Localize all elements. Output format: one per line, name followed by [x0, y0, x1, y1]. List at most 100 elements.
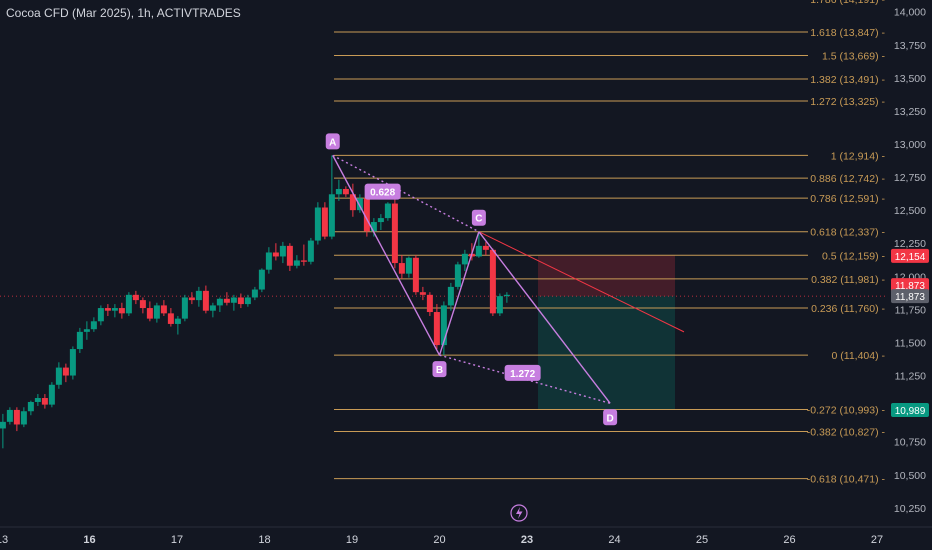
y-tick-label: 11,750 [895, 304, 926, 316]
x-tick-label: 19 [346, 534, 358, 546]
candle-body[interactable] [412, 257, 419, 293]
y-tick-label: 13,750 [894, 40, 926, 52]
candle-body[interactable] [370, 222, 377, 232]
x-tick-label: 16 [83, 534, 95, 546]
candle-body[interactable] [216, 298, 223, 306]
fib-level-label: 0.886 (12,742) - [810, 173, 885, 185]
candle-body[interactable] [503, 294, 510, 297]
candle-body[interactable] [244, 297, 251, 305]
candle-body[interactable] [314, 207, 321, 241]
candle-body[interactable] [356, 198, 363, 211]
candle-body[interactable] [251, 289, 258, 298]
candle-body[interactable] [97, 308, 104, 322]
candle-body[interactable] [62, 367, 69, 376]
candle-body[interactable] [83, 329, 90, 332]
candle-body[interactable] [55, 367, 62, 385]
fib-level-label: 1.272 (13,325) - [810, 96, 885, 108]
candle-body[interactable] [419, 292, 426, 295]
fib-level-label: 1.5 (13,669) - [822, 50, 886, 62]
candle-body[interactable] [20, 411, 27, 425]
fib-level-label: 0.5 (12,159) - [822, 250, 886, 262]
fib-level-label: -0.272 (10,993) - [807, 405, 886, 417]
candle-body[interactable] [391, 203, 398, 264]
candle-body[interactable] [76, 331, 83, 350]
candle-body[interactable] [293, 260, 300, 266]
candle-body[interactable] [272, 252, 279, 257]
candle-body[interactable] [279, 245, 286, 257]
candle-body[interactable] [0, 421, 6, 429]
candle-body[interactable] [125, 294, 132, 314]
candle-body[interactable] [307, 240, 314, 262]
candle-body[interactable] [237, 297, 244, 305]
candle-body[interactable] [447, 286, 454, 306]
candle-body[interactable] [118, 308, 125, 314]
pattern-point-label: B [436, 365, 443, 376]
candle-body[interactable] [13, 409, 20, 425]
candle-body[interactable] [258, 269, 265, 290]
x-tick-label: 20 [433, 534, 445, 546]
candle-body[interactable] [349, 194, 356, 211]
candle-body[interactable] [188, 297, 195, 301]
price-badge [891, 248, 929, 263]
candle-body[interactable] [202, 290, 209, 311]
candle-body[interactable] [286, 245, 293, 266]
candle-body[interactable] [433, 312, 440, 346]
lightning-icon[interactable] [510, 504, 528, 522]
pattern-point-badge [325, 133, 340, 150]
candle-body[interactable] [377, 218, 384, 223]
candle-body[interactable] [104, 308, 111, 311]
candle-body[interactable] [440, 305, 447, 346]
candle-body[interactable] [230, 297, 237, 303]
fib-level-label: -0.618 (10,471) - [807, 474, 886, 486]
candle-body[interactable] [146, 308, 153, 319]
candle-body[interactable] [265, 252, 272, 270]
lightning-icon-glyph [516, 507, 523, 519]
candle-body[interactable] [209, 305, 216, 311]
candle-body[interactable] [160, 305, 167, 314]
candle-body[interactable] [489, 249, 496, 314]
pattern-point-badge [603, 409, 618, 426]
candle-body[interactable] [111, 308, 118, 311]
candle-body[interactable] [335, 188, 342, 195]
y-tick-label: 13,000 [894, 139, 926, 151]
candle-body[interactable] [342, 188, 349, 195]
candle-body[interactable] [496, 296, 503, 314]
candle-body[interactable] [454, 264, 461, 287]
candle-body[interactable] [132, 294, 139, 301]
candle-body[interactable] [139, 300, 146, 309]
candle-body[interactable] [34, 398, 41, 402]
candle-body[interactable] [482, 245, 489, 250]
candle-body[interactable] [69, 349, 76, 376]
candle-body[interactable] [48, 384, 55, 405]
candle-body[interactable] [167, 313, 174, 324]
candle-body[interactable] [398, 263, 405, 274]
y-tick-label: 10,750 [894, 437, 926, 449]
candle-body[interactable] [153, 305, 160, 319]
candle-body[interactable] [405, 257, 412, 274]
candle-body[interactable] [461, 253, 468, 265]
y-tick-label: 12,750 [894, 172, 926, 184]
candle-body[interactable] [174, 318, 181, 324]
x-tick-label: 17 [171, 534, 183, 546]
pattern-leg-ab [332, 155, 441, 356]
pattern-point-badge [471, 209, 486, 226]
candle-body[interactable] [90, 321, 97, 330]
candle-body[interactable] [475, 245, 482, 257]
candle-body[interactable] [195, 290, 202, 301]
candle-body[interactable] [363, 198, 370, 232]
price-badge [891, 289, 929, 304]
candle-body[interactable] [6, 409, 13, 422]
candle-body[interactable] [41, 398, 48, 405]
candle-body[interactable] [321, 207, 328, 237]
candle-body[interactable] [426, 294, 433, 313]
candle-body[interactable] [223, 298, 230, 303]
candle-body[interactable] [27, 401, 34, 412]
x-tick-label: 26 [783, 534, 795, 546]
candle-body[interactable] [300, 260, 307, 262]
fib-level-label: 1 (12,914) - [831, 150, 886, 162]
candle-body[interactable] [328, 194, 335, 237]
price-badge-label: 11,873 [895, 281, 925, 292]
candle-body[interactable] [181, 297, 188, 319]
candle-body[interactable] [384, 203, 391, 219]
